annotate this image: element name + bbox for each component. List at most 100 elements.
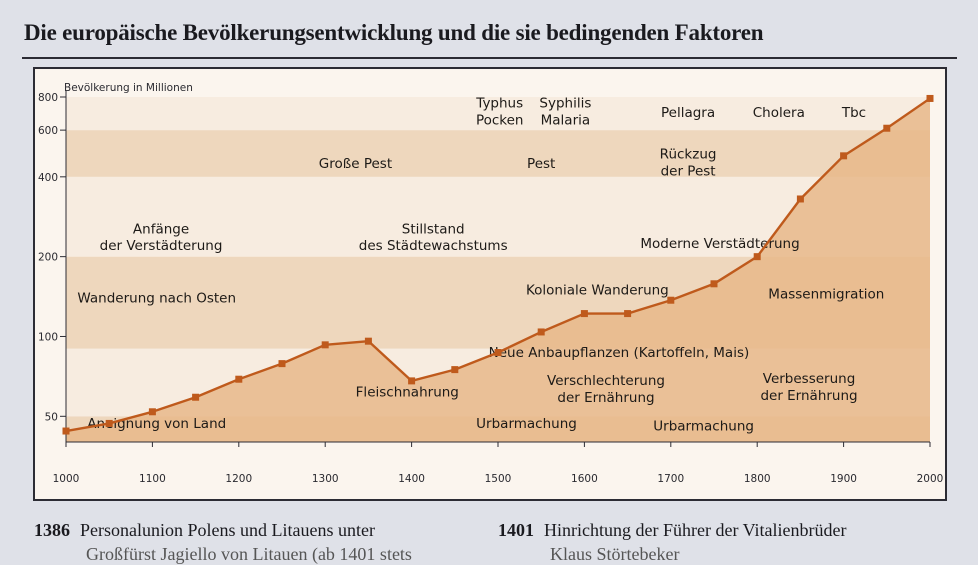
population-area bbox=[66, 98, 930, 443]
annotation-label: Rückzug der Pest bbox=[660, 147, 717, 180]
annotation-label: Fleischnahrung bbox=[356, 384, 459, 400]
annotation-line: Koloniale Wanderung bbox=[526, 283, 669, 299]
annotation-line: Fleischnahrung bbox=[356, 384, 459, 400]
annotation-line: Rückzug bbox=[660, 147, 717, 163]
x-tick-label: 1600 bbox=[571, 473, 598, 485]
background-band bbox=[66, 97, 930, 131]
y-tick-label: 400 bbox=[38, 172, 58, 184]
annotation-label: Verbesserung der Ernährung bbox=[760, 371, 857, 404]
footnote-year: 1386 bbox=[34, 520, 70, 540]
annotation-label: Verschlechterung der Ernährung bbox=[547, 373, 665, 406]
data-point bbox=[192, 393, 200, 401]
annotation-line: Wanderung nach Osten bbox=[77, 290, 236, 306]
data-point bbox=[624, 310, 632, 318]
y-tick-label: 50 bbox=[45, 411, 58, 423]
footnote-text: Personalunion Polens und Litauens unter bbox=[80, 520, 375, 540]
annotation-line: Syphilis bbox=[539, 96, 591, 112]
x-tick-label: 1200 bbox=[225, 473, 252, 485]
data-point bbox=[451, 366, 459, 374]
annotation-line: der Ernährung bbox=[760, 388, 857, 404]
annotation-line: Pocken bbox=[476, 113, 524, 129]
annotation-label: Urbarmachung bbox=[653, 419, 754, 435]
data-point bbox=[710, 280, 718, 288]
footnote-1386: 1386 Personalunion Polens und Litauens un… bbox=[34, 520, 412, 564]
annotation-line: Urbarmachung bbox=[653, 419, 754, 435]
x-tick-label: 1000 bbox=[53, 473, 80, 485]
data-point bbox=[926, 94, 934, 102]
data-point bbox=[840, 152, 848, 160]
y-tick-label: 600 bbox=[38, 125, 58, 137]
x-tick-label: 1800 bbox=[744, 473, 771, 485]
annotation-line: der Pest bbox=[661, 163, 716, 179]
data-point bbox=[364, 337, 372, 345]
footnote-year: 1401 bbox=[498, 520, 534, 540]
footnote-1401: 1401 Hinrichtung der Führer der Vitalienb… bbox=[498, 520, 847, 564]
y-tick-label: 200 bbox=[38, 252, 58, 264]
annotation-label: Große Pest bbox=[319, 156, 392, 172]
chart-title: Die europäische Bevölkerungsentwicklung … bbox=[24, 20, 764, 45]
annotation-label: Neue Anbaupflanzen (Kartoffeln, Mais) bbox=[489, 345, 750, 361]
data-point bbox=[580, 310, 588, 318]
annotation-line: Urbarmachung bbox=[476, 416, 577, 432]
annotation-line: Tbc bbox=[841, 105, 866, 121]
data-point bbox=[62, 427, 70, 435]
annotation-label: Koloniale Wanderung bbox=[526, 283, 669, 299]
background-band bbox=[66, 130, 930, 177]
annotation-line: Pest bbox=[527, 156, 555, 172]
annotation-line: Cholera bbox=[753, 105, 805, 121]
x-tick-label: 1300 bbox=[312, 473, 339, 485]
x-tick-label: 1400 bbox=[398, 473, 425, 485]
data-point bbox=[408, 377, 416, 385]
data-point bbox=[753, 253, 761, 261]
y-tick-label: 800 bbox=[38, 92, 58, 104]
footnote-subtext: Klaus Störtebeker bbox=[550, 544, 680, 564]
annotation-label: Syphilis Malaria bbox=[539, 96, 591, 129]
footnote-subtext: Großfürst Jagiello von Litauen (ab 1401 … bbox=[86, 544, 412, 564]
annotation-line: Verschlechterung bbox=[547, 373, 665, 389]
annotation-line: der Verstädterung bbox=[100, 238, 223, 254]
data-point bbox=[321, 341, 329, 349]
data-point bbox=[105, 419, 113, 427]
annotation-label: Cholera bbox=[753, 105, 805, 121]
annotation-line: Anfänge bbox=[133, 221, 189, 237]
y-axis-label: Bevölkerung in Millionen bbox=[64, 82, 193, 94]
annotation-line: Massenmigration bbox=[768, 286, 884, 302]
annotation-line: Neue Anbaupflanzen (Kartoffeln, Mais) bbox=[489, 345, 750, 361]
annotation-line: des Städtewachstums bbox=[359, 238, 508, 254]
annotation-line: der Ernährung bbox=[557, 390, 654, 406]
annotation-line: Malaria bbox=[541, 113, 591, 129]
annotation-label: Moderne Verstädterung bbox=[640, 236, 799, 252]
annotation-label: Pest bbox=[527, 156, 555, 172]
x-tick-label: 2000 bbox=[917, 473, 944, 485]
data-point bbox=[235, 375, 243, 383]
x-tick-label: 1900 bbox=[830, 473, 857, 485]
annotation-label: Massenmigration bbox=[768, 286, 884, 302]
annotation-line: Typhus bbox=[475, 96, 523, 112]
annotation-line: Pellagra bbox=[661, 105, 715, 121]
data-point bbox=[537, 328, 545, 336]
annotation-line: Verbesserung bbox=[763, 371, 856, 387]
y-tick-label: 100 bbox=[38, 331, 58, 343]
annotation-label: Typhus Pocken bbox=[475, 96, 523, 129]
annotation-label: Anfänge der Verstädterung bbox=[100, 221, 223, 254]
footnote-text: Hinrichtung der Führer der Vitalienbrüde… bbox=[544, 520, 847, 540]
data-point bbox=[667, 296, 675, 304]
x-tick-label: 1700 bbox=[657, 473, 684, 485]
annotation-label: Urbarmachung bbox=[476, 416, 577, 432]
annotation-line: Moderne Verstädterung bbox=[640, 236, 799, 252]
data-point bbox=[494, 349, 502, 357]
title-rule bbox=[22, 57, 957, 59]
data-point bbox=[796, 195, 804, 203]
annotation-line: Große Pest bbox=[319, 156, 392, 172]
annotation-label: Tbc bbox=[841, 105, 866, 121]
annotation-label: Pellagra bbox=[661, 105, 715, 121]
x-tick-label: 1500 bbox=[485, 473, 512, 485]
data-point bbox=[278, 360, 286, 368]
data-point bbox=[148, 408, 156, 416]
annotation-label: Stillstand des Städtewachstums bbox=[359, 221, 508, 254]
data-point bbox=[883, 124, 891, 132]
annotation-label: Wanderung nach Osten bbox=[77, 290, 236, 306]
annotation-line: Stillstand bbox=[402, 221, 465, 237]
x-tick-label: 1100 bbox=[139, 473, 166, 485]
